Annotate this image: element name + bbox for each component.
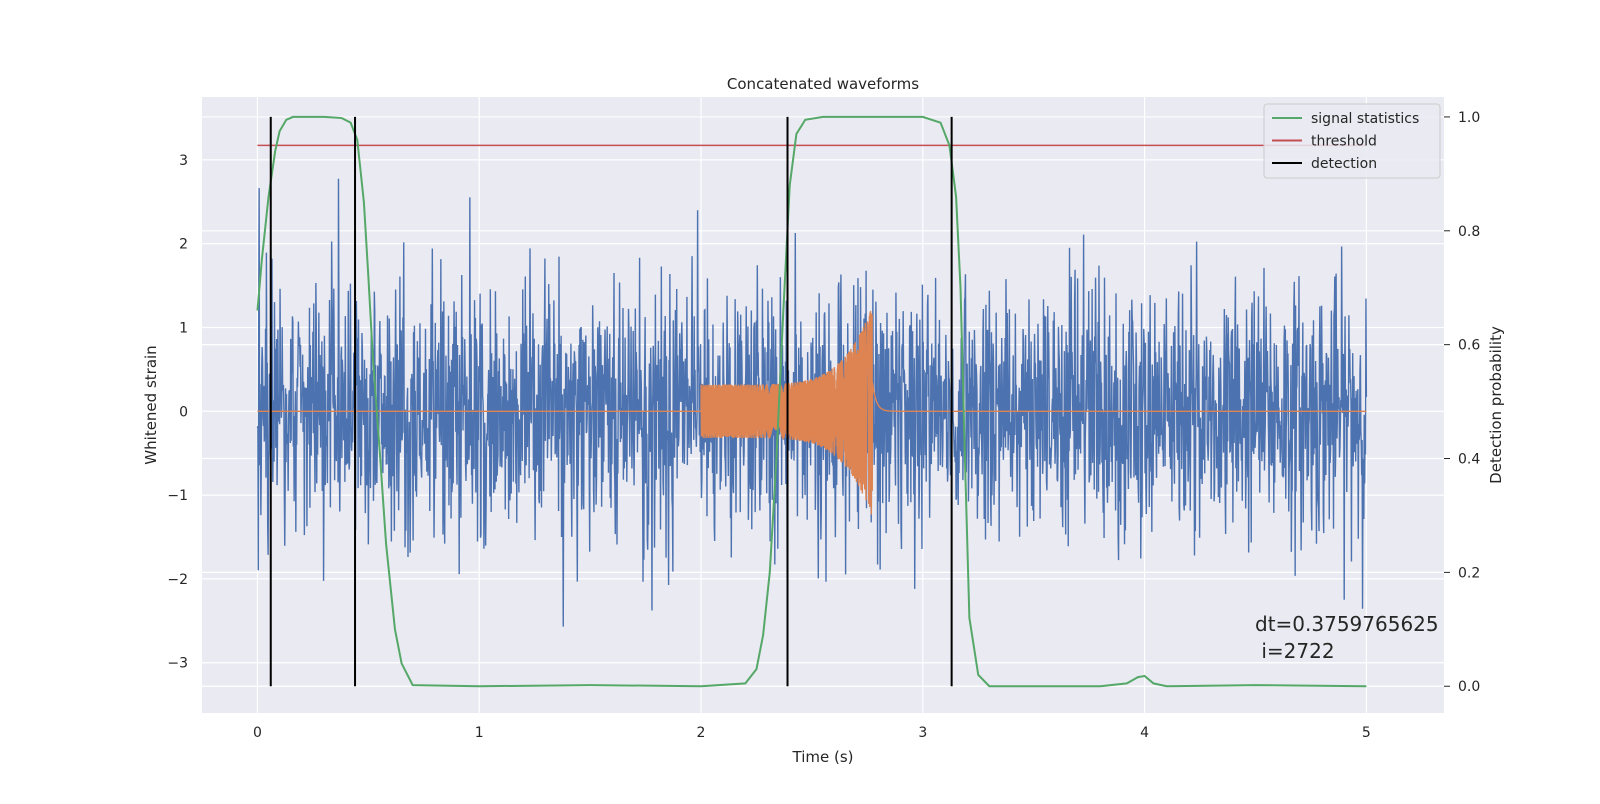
y-tick-label: 1 [179, 320, 188, 336]
series-layer [256, 115, 1368, 688]
y2-tick-label: 0.8 [1458, 224, 1480, 240]
legend-label: detection [1311, 156, 1377, 172]
y2-tick-label: 0.0 [1458, 679, 1480, 695]
y2-tick-label: 1.0 [1458, 110, 1480, 126]
legend: signal statistics threshold detection [1263, 103, 1441, 179]
y2-tick-label: 0.4 [1458, 452, 1480, 468]
y-axis-right: 0.0 0.2 0.4 0.6 0.8 1.0 [1444, 110, 1480, 695]
series-whitened-noise [256, 178, 1368, 627]
y2-tick-label: 0.2 [1458, 565, 1480, 581]
y-axis-right-label: Detection probability [1487, 326, 1505, 484]
legend-label: signal statistics [1311, 111, 1419, 127]
x-tick-label: 4 [1140, 725, 1149, 741]
y-tick-label: 2 [179, 237, 188, 253]
y-axis-label: Whitened strain [142, 345, 160, 464]
y2-tick-label: 0.6 [1458, 338, 1480, 354]
series-signal-statistics [256, 115, 1367, 688]
y-tick-label: 0 [179, 404, 188, 420]
annotation-i: i=2722 [1255, 639, 1335, 663]
x-tick-label: 0 [253, 725, 262, 741]
y-tick-label: −1 [167, 488, 188, 504]
series-injected-waveform [257, 310, 1367, 515]
x-axis-label: Time (s) [792, 748, 854, 766]
x-tick-label: 5 [1362, 725, 1371, 741]
annotation-dt: dt=0.3759765625 [1255, 612, 1439, 636]
y-axis-left: −3 −2 −1 0 1 2 3 [167, 153, 188, 672]
x-tick-label: 2 [697, 725, 706, 741]
x-tick-label: 1 [475, 725, 484, 741]
legend-box [1263, 103, 1441, 179]
chart-title: Concatenated waveforms [727, 75, 919, 93]
legend-label: threshold [1311, 134, 1377, 150]
x-axis: 0 1 2 3 4 5 [253, 725, 1371, 741]
y-tick-label: −3 [167, 656, 188, 672]
y-tick-label: 3 [179, 153, 188, 169]
y-tick-label: −2 [167, 572, 188, 588]
x-tick-label: 3 [918, 725, 927, 741]
